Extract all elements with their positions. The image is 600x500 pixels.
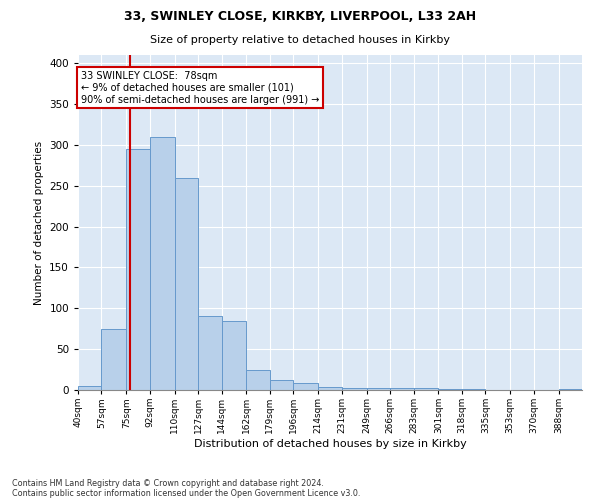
Text: Contains HM Land Registry data © Crown copyright and database right 2024.: Contains HM Land Registry data © Crown c…	[12, 478, 324, 488]
X-axis label: Distribution of detached houses by size in Kirkby: Distribution of detached houses by size …	[194, 439, 466, 449]
Text: Contains public sector information licensed under the Open Government Licence v3: Contains public sector information licen…	[12, 488, 361, 498]
Bar	[413, 388, 439, 390]
Text: 33 SWINLEY CLOSE:  78sqm
← 9% of detached houses are smaller (101)
90% of semi-d: 33 SWINLEY CLOSE: 78sqm ← 9% of detached…	[81, 72, 319, 104]
Bar	[293, 384, 318, 390]
Bar	[342, 388, 367, 390]
Bar	[318, 386, 342, 390]
Bar	[198, 316, 221, 390]
Text: Size of property relative to detached houses in Kirkby: Size of property relative to detached ho…	[150, 35, 450, 45]
Bar	[150, 136, 175, 390]
Bar	[390, 388, 413, 390]
Bar	[101, 328, 127, 390]
Bar	[462, 389, 485, 390]
Bar	[559, 389, 583, 390]
Bar	[270, 380, 293, 390]
Bar	[247, 370, 270, 390]
Text: 33, SWINLEY CLOSE, KIRKBY, LIVERPOOL, L33 2AH: 33, SWINLEY CLOSE, KIRKBY, LIVERPOOL, L3…	[124, 10, 476, 23]
Bar	[221, 320, 247, 390]
Bar	[439, 389, 462, 390]
Bar	[367, 388, 390, 390]
Bar	[78, 386, 101, 390]
Bar	[175, 178, 198, 390]
Y-axis label: Number of detached properties: Number of detached properties	[34, 140, 44, 304]
Bar	[127, 149, 150, 390]
